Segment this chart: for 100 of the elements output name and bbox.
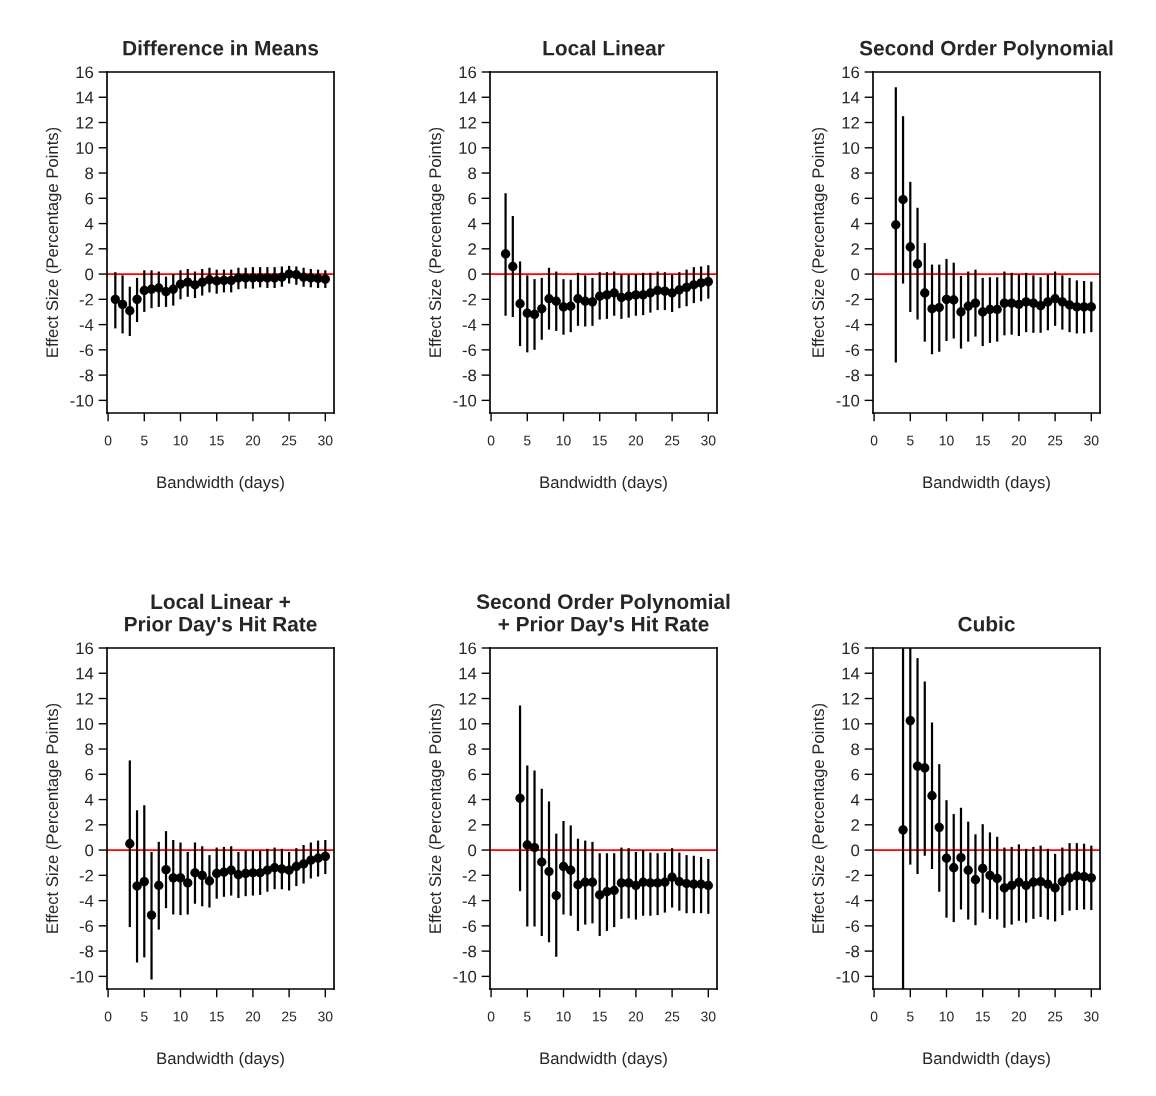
x-tick-label: 20 [1011, 1011, 1027, 1022]
point [168, 284, 178, 294]
y-tick-label: -2 [462, 293, 476, 306]
y-tick-label: -10 [70, 970, 94, 983]
y-tick-label: 6 [85, 192, 94, 205]
point [551, 296, 561, 306]
y-tick-label: 14 [459, 667, 477, 680]
point [161, 287, 171, 297]
point [609, 885, 619, 896]
point [320, 274, 330, 284]
y-tick-label: -6 [79, 920, 94, 933]
x-tick-label: 10 [173, 1011, 188, 1022]
x-tick-label: 5 [140, 1011, 148, 1022]
point [992, 873, 1002, 884]
point [905, 715, 915, 726]
point [609, 288, 619, 298]
x-tick-label: 25 [1048, 435, 1063, 446]
x-tick-label: 5 [523, 435, 531, 446]
point [949, 863, 959, 873]
y-tick-label: 14 [76, 91, 94, 104]
point [1014, 877, 1024, 887]
point [956, 852, 966, 863]
y-tick-label: 4 [467, 218, 477, 230]
point [277, 272, 287, 282]
point [941, 853, 952, 863]
point [963, 301, 973, 311]
y-tick-label: 12 [842, 116, 859, 129]
x-tick-label: 5 [906, 435, 914, 446]
y-tick-label: 2 [468, 819, 476, 831]
y-tick-label: -8 [79, 945, 94, 958]
x-axis-title: Bandwidth (days) [540, 1051, 667, 1068]
y-tick-label: 4 [850, 794, 860, 806]
y-tick-label: 4 [467, 794, 477, 806]
y-tick-label: 8 [85, 167, 94, 180]
y-tick-label: 0 [85, 844, 94, 857]
point [566, 301, 576, 311]
y-tick-label: 0 [851, 268, 860, 281]
y-tick-label: 4 [850, 218, 860, 230]
y-tick-label: 16 [76, 66, 94, 79]
x-tick-label: 30 [318, 435, 333, 446]
y-tick-label: 10 [459, 718, 477, 730]
y-axis-title: Effect Size (Percentage Points) [45, 127, 62, 357]
y-tick-label: -4 [845, 895, 860, 907]
y-axis-title: Effect Size (Percentage Points) [811, 127, 828, 357]
y-tick-label: 10 [842, 718, 860, 730]
chart-title: Local Linear + Prior Day's Hit Rate [125, 593, 317, 636]
point [544, 866, 554, 877]
point [529, 842, 540, 853]
point [226, 275, 236, 286]
point [963, 865, 973, 875]
y-tick-label: -8 [79, 369, 94, 382]
point [146, 910, 157, 920]
y-tick-label: -4 [462, 895, 477, 907]
x-tick-label: 30 [1084, 435, 1099, 446]
y-tick-label: -2 [845, 293, 859, 306]
y-tick-label: -8 [845, 369, 860, 382]
point [956, 307, 966, 317]
x-tick-label: 20 [628, 435, 644, 446]
point [1028, 298, 1039, 308]
y-axis-title: Effect Size (Percentage Points) [811, 703, 828, 933]
point [898, 825, 908, 835]
y-tick-label: 12 [842, 692, 859, 705]
y-tick-label: -2 [79, 293, 93, 306]
point [1043, 879, 1053, 889]
y-tick-label: -2 [79, 869, 93, 882]
point [912, 259, 923, 269]
y-tick-label: 14 [76, 667, 94, 680]
point [320, 851, 330, 862]
chart-title: Second Order Polynomial + Prior Day's Hit Rate [476, 593, 730, 636]
point [905, 242, 915, 252]
y-tick-label: -4 [79, 895, 94, 907]
point [920, 288, 930, 298]
point [1007, 880, 1017, 891]
point [291, 270, 302, 280]
y-tick-label: 12 [76, 116, 93, 129]
y-tick-label: 8 [468, 167, 477, 180]
y-tick-label: 8 [468, 743, 477, 756]
point [197, 277, 207, 287]
point [183, 277, 193, 287]
x-tick-label: 10 [939, 435, 954, 446]
y-tick-label: 6 [468, 192, 477, 205]
y-tick-label: -6 [845, 920, 860, 933]
y-tick-label: 14 [842, 667, 860, 680]
y-tick-label: -4 [462, 319, 477, 331]
point [125, 306, 135, 316]
x-tick-label: 5 [140, 435, 148, 446]
x-tick-label: 30 [701, 435, 716, 446]
point [891, 220, 901, 230]
y-tick-label: -6 [462, 344, 477, 357]
point [298, 859, 309, 869]
point [537, 304, 547, 314]
point [587, 297, 598, 307]
point [566, 865, 576, 875]
y-tick-label: 0 [851, 844, 860, 857]
x-tick-label: 15 [210, 435, 224, 446]
point [970, 298, 981, 308]
point [284, 865, 294, 875]
y-tick-label: 14 [459, 91, 477, 104]
y-tick-label: -8 [462, 369, 477, 382]
y-tick-label: -10 [836, 394, 860, 407]
